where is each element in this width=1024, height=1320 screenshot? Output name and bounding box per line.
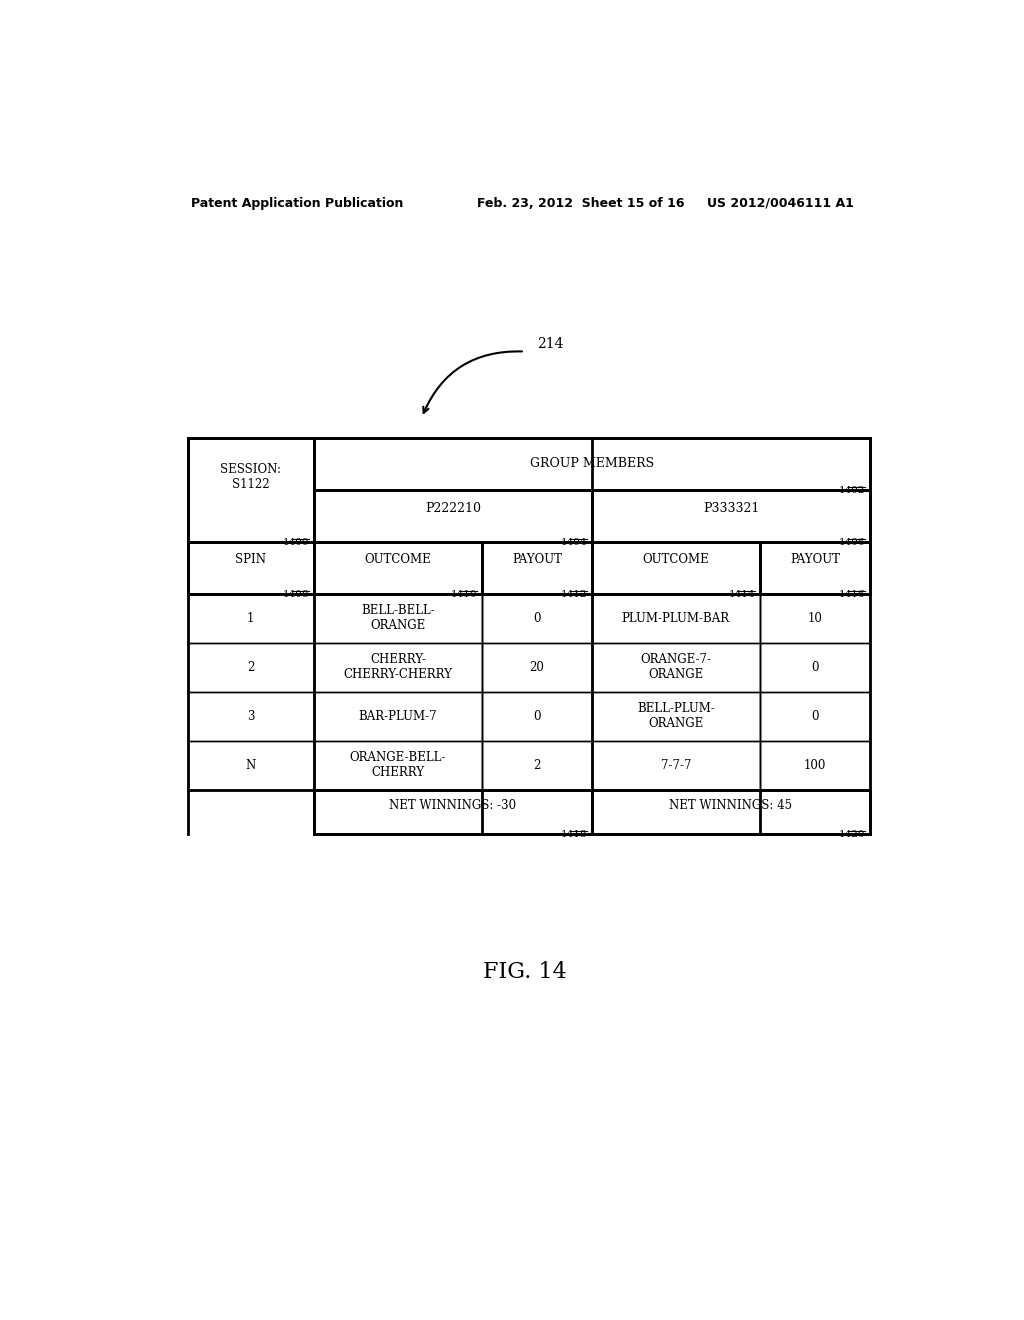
Bar [314,692,481,741]
Text: 7-7-7: 7-7-7 [660,759,691,772]
Text: OUTCOME: OUTCOME [365,553,431,566]
Text: BAR-PLUM-7: BAR-PLUM-7 [358,710,437,723]
Bar [314,541,481,594]
Text: 2: 2 [247,661,254,673]
Text: 214: 214 [537,338,563,351]
Text: P333321: P333321 [702,502,759,515]
Text: 1402: 1402 [839,486,865,495]
Text: Patent Application Publication: Patent Application Publication [191,197,403,210]
Text: 2: 2 [534,759,541,772]
Text: PAYOUT: PAYOUT [790,553,840,566]
Bar [760,541,870,594]
Text: 1420: 1420 [839,830,865,840]
Bar [481,541,592,594]
Bar [314,789,592,834]
Text: 1400: 1400 [283,537,309,546]
Bar [187,741,314,789]
Text: 0: 0 [534,710,541,723]
Text: ORANGE-7-
ORANGE: ORANGE-7- ORANGE [640,653,712,681]
Bar [314,643,481,692]
Text: PLUM-PLUM-BAR: PLUM-PLUM-BAR [622,611,730,624]
Bar [481,741,592,789]
Text: US 2012/0046111 A1: US 2012/0046111 A1 [708,197,854,210]
Bar [592,490,870,541]
Text: OUTCOME: OUTCOME [642,553,710,566]
Text: BELL-BELL-
ORANGE: BELL-BELL- ORANGE [361,605,435,632]
Text: GROUP MEMBERS: GROUP MEMBERS [530,457,654,470]
Text: SPIN: SPIN [236,553,266,566]
Bar [592,594,760,643]
Bar [187,438,314,541]
Text: 0: 0 [811,710,818,723]
Text: 1408: 1408 [283,590,309,599]
Bar [314,594,481,643]
Bar [760,692,870,741]
Bar [481,643,592,692]
Text: ORANGE-BELL-
CHERRY: ORANGE-BELL- CHERRY [349,751,446,779]
Text: 1414: 1414 [728,590,755,599]
Bar [481,692,592,741]
Text: PAYOUT: PAYOUT [512,553,562,566]
Text: 1404: 1404 [561,537,587,546]
Text: FIG. 14: FIG. 14 [483,961,566,982]
Bar [187,692,314,741]
Bar [592,741,760,789]
Text: 10: 10 [807,611,822,624]
Text: N: N [246,759,256,772]
Text: P222210: P222210 [425,502,481,515]
Bar [592,789,870,834]
Text: 1410: 1410 [451,590,477,599]
Bar [314,490,592,541]
Bar [592,541,760,594]
Bar [592,643,760,692]
Text: NET WINNINGS: -30: NET WINNINGS: -30 [389,799,516,812]
Text: NET WINNINGS: 45: NET WINNINGS: 45 [670,799,793,812]
Bar [187,594,314,643]
Text: 3: 3 [247,710,255,723]
Text: 20: 20 [529,661,545,673]
Bar [760,594,870,643]
Bar [187,643,314,692]
Text: 100: 100 [804,759,826,772]
Text: 1418: 1418 [561,830,587,840]
Text: SESSION:
S1122: SESSION: S1122 [220,463,282,491]
Bar [760,741,870,789]
Text: CHERRY-
CHERRY-CHERRY: CHERRY- CHERRY-CHERRY [343,653,453,681]
Text: 0: 0 [534,611,541,624]
Text: BELL-PLUM-
ORANGE: BELL-PLUM- ORANGE [637,702,715,730]
Text: 1416: 1416 [839,590,865,599]
Bar [187,541,314,594]
Text: 1: 1 [247,611,254,624]
Bar [314,741,481,789]
Text: 0: 0 [811,661,818,673]
Bar [314,438,870,490]
Bar [481,594,592,643]
Bar [760,643,870,692]
Bar [592,692,760,741]
Text: Feb. 23, 2012  Sheet 15 of 16: Feb. 23, 2012 Sheet 15 of 16 [477,197,685,210]
Text: 1406: 1406 [839,537,865,546]
Text: 1412: 1412 [561,590,587,599]
